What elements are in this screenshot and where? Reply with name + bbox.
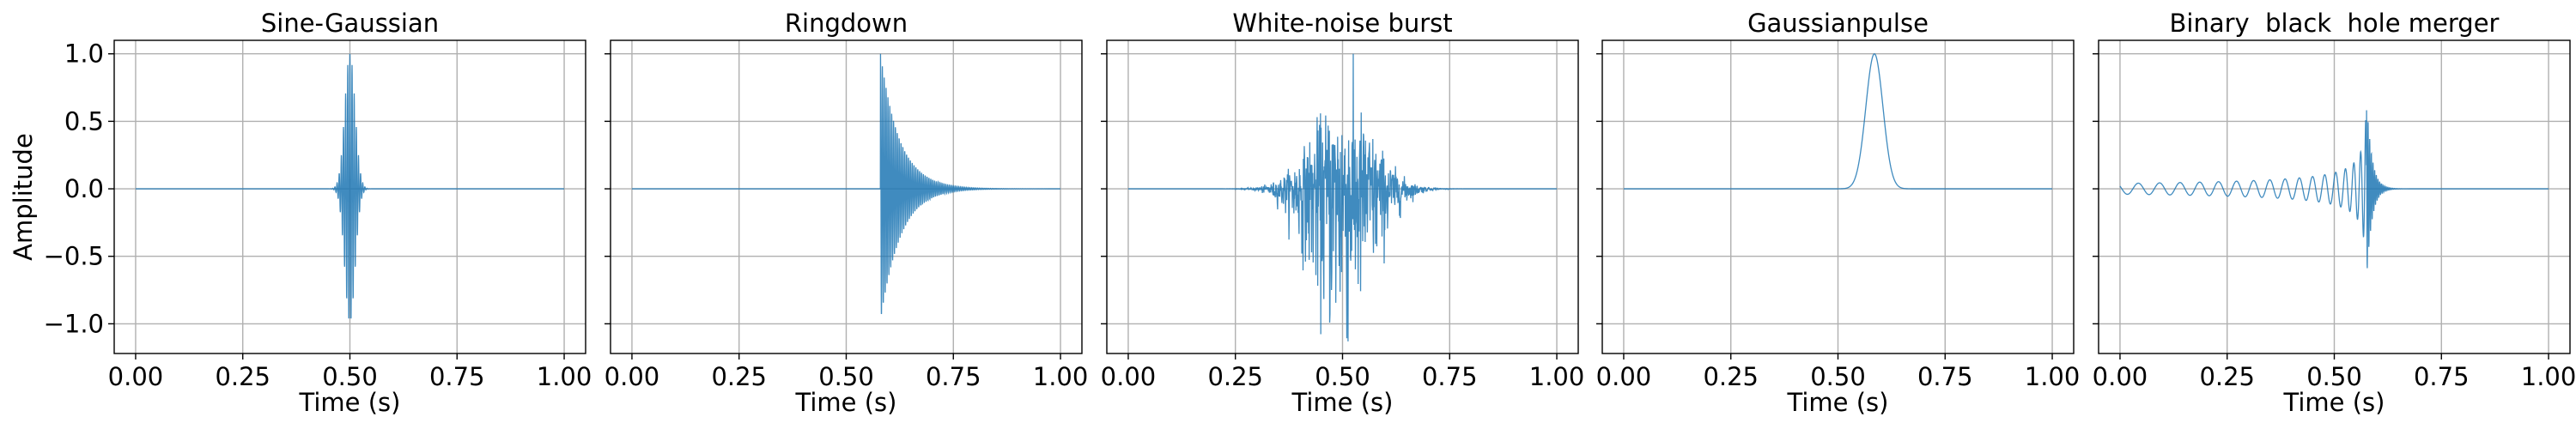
- x-tick-label: 1.00: [2521, 362, 2576, 391]
- x-tick-label: 0.00: [108, 362, 164, 391]
- x-tick-label: 0.75: [429, 362, 485, 391]
- x-tick-label: 0.50: [1810, 362, 1866, 391]
- panel-1: 0.00 0.25 0.50 0.75 1.00 1.0 0.5 0.0 −0.5 −1.0 Sin…: [9, 9, 592, 417]
- y-tick-label: 0.0: [64, 174, 104, 203]
- y-axis-label: Amplitude: [9, 133, 38, 261]
- y-tick-label: 0.5: [64, 106, 104, 136]
- signal-line: [1623, 52, 2053, 190]
- x-tick-label: 0.25: [215, 362, 270, 391]
- y-tick-label: −0.5: [44, 242, 104, 271]
- x-tick-label: 0.50: [1315, 362, 1370, 391]
- x-tick-label: 1.00: [2025, 362, 2081, 391]
- x-tick-label: 0.50: [2306, 362, 2362, 391]
- x-tick-label: 1.00: [1033, 362, 1089, 391]
- panel-5: 0.00 0.25 0.50 0.75 1.00 Binary black hole me…: [2093, 9, 2576, 417]
- panel-title: Ringdown: [785, 9, 908, 38]
- signal-line: [135, 53, 565, 319]
- x-tick-label: 0.75: [926, 362, 981, 391]
- x-tick-label: 0.50: [818, 362, 874, 391]
- x-tick-label: 0.25: [1207, 362, 1263, 391]
- x-axis-label: Time (s): [1787, 388, 1889, 417]
- x-tick-label: 0.75: [2414, 362, 2470, 391]
- x-axis-label: Time (s): [795, 388, 897, 417]
- x-tick-label: 0.25: [711, 362, 767, 391]
- x-tick-label: 0.25: [2199, 362, 2255, 391]
- signal-line: [631, 53, 1061, 315]
- panel-4: 0.00 0.25 0.50 0.75 1.00 Gaussianpulse Time (s…: [1596, 9, 2081, 417]
- x-tick-label: 0.00: [1101, 362, 1157, 391]
- panel-title: Binary black hole merger: [2170, 9, 2500, 38]
- x-axis-label: Time (s): [2283, 388, 2385, 417]
- panel-title: White-noise burst: [1232, 9, 1452, 38]
- x-tick-label: 1.00: [1529, 362, 1585, 391]
- x-tick-label: 0.75: [1422, 362, 1478, 391]
- x-axis-label: Time (s): [299, 388, 401, 417]
- x-axis-label: Time (s): [1291, 388, 1394, 417]
- x-tick-label: 0.75: [1917, 362, 1973, 391]
- panel-title: Gaussianpulse: [1747, 9, 1929, 38]
- signal-line: [2119, 110, 2549, 269]
- x-tick-label: 0.50: [322, 362, 378, 391]
- x-tick-label: 1.00: [537, 362, 592, 391]
- panel-title: Sine-Gaussian: [261, 9, 439, 38]
- x-tick-label: 0.00: [1596, 362, 1652, 391]
- y-tick-label: −1.0: [44, 309, 104, 338]
- panel-3: 0.00 0.25 0.50 0.75 1.00 White-noise burst Tim…: [1101, 9, 1585, 417]
- x-tick-label: 0.00: [605, 362, 660, 391]
- signal-line: [1127, 53, 1558, 341]
- panel-2: 0.00 0.25 0.50 0.75 1.00 Ringdown Time (s): [605, 9, 1089, 417]
- y-tick-label: 1.0: [64, 39, 104, 69]
- x-tick-label: 0.00: [2093, 362, 2148, 391]
- x-tick-label: 0.25: [1703, 362, 1759, 391]
